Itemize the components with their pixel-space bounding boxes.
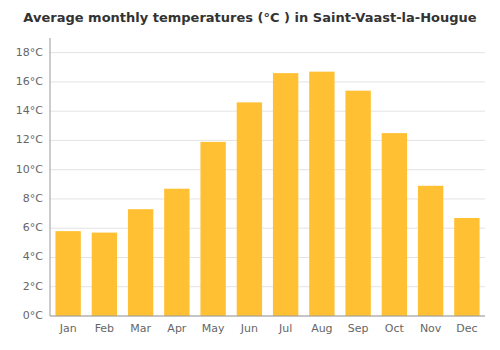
y-tick-label: 12°C xyxy=(16,133,43,146)
bar xyxy=(382,133,407,316)
x-tick-label: Jan xyxy=(59,322,77,335)
x-tick-label: Oct xyxy=(385,322,405,335)
bar xyxy=(200,142,225,316)
x-tick-label: Apr xyxy=(167,322,187,335)
bar xyxy=(454,218,479,316)
x-tick-label: Jul xyxy=(278,322,292,335)
y-tick-label: 10°C xyxy=(16,163,43,176)
y-tick-label: 0°C xyxy=(23,309,43,322)
y-tick-label: 4°C xyxy=(23,250,43,263)
y-tick-label: 16°C xyxy=(16,75,43,88)
bar xyxy=(237,102,262,316)
x-tick-label: Sep xyxy=(348,322,369,335)
x-tick-label: Jun xyxy=(240,322,258,335)
bar xyxy=(418,186,443,316)
x-tick-label: Dec xyxy=(456,322,477,335)
bar xyxy=(128,209,153,316)
bar xyxy=(92,233,117,316)
grid-line xyxy=(50,169,485,170)
y-tick-label: 8°C xyxy=(23,192,43,205)
x-ticks: Jan Feb Mar Apr May Jun Jul Aug Sep Oct Nov Dec xyxy=(59,322,478,335)
x-tick-label: May xyxy=(202,322,225,335)
y-grid xyxy=(50,53,485,316)
grid-line xyxy=(50,52,485,53)
page: {"chart_data": {"type": "bar", "title": … xyxy=(0,0,500,350)
y-tick-label: 18°C xyxy=(16,46,43,59)
x-tick-label: Aug xyxy=(311,322,332,335)
x-axis-line xyxy=(50,316,485,317)
bar xyxy=(345,91,370,316)
y-ticks: 0°C 2°C 4°C 6°C 8°C 10°C 12°C 14°C 16°C 18°C xyxy=(16,46,43,322)
grid-line xyxy=(50,140,485,141)
grid-line xyxy=(50,81,485,82)
chart-svg: 0°C 2°C 4°C 6°C 8°C 10°C 12°C 14°C 16°C 18°C Jan Fe… xyxy=(0,0,500,350)
bar xyxy=(273,73,298,316)
bar xyxy=(55,231,80,316)
x-tick-label: Feb xyxy=(95,322,114,335)
grid-line xyxy=(50,316,485,317)
grid-line xyxy=(50,111,485,112)
bars xyxy=(55,72,479,316)
x-tick-label: Mar xyxy=(130,322,151,335)
chart-title: Average monthly temperatures (°C ) in Sa… xyxy=(23,10,476,25)
y-tick-label: 2°C xyxy=(23,280,43,293)
y-tick-label: 6°C xyxy=(23,221,43,234)
x-tick-label: Nov xyxy=(420,322,442,335)
y-axis-line xyxy=(50,38,51,316)
chart-container: 0°C 2°C 4°C 6°C 8°C 10°C 12°C 14°C 16°C 18°C Jan Fe… xyxy=(0,0,500,350)
bar xyxy=(309,72,334,316)
bar xyxy=(164,189,189,316)
y-tick-label: 14°C xyxy=(16,104,43,117)
